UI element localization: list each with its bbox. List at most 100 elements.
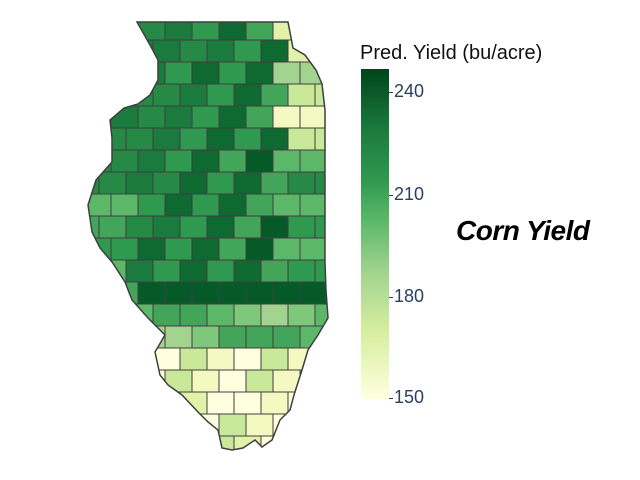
county-region <box>260 435 289 450</box>
county-region <box>98 83 127 107</box>
county-region <box>137 369 166 393</box>
county-region <box>233 127 262 151</box>
county-region <box>137 413 166 437</box>
county-region <box>218 149 247 173</box>
county-region <box>326 22 328 41</box>
county-region <box>218 237 247 261</box>
county-region <box>88 303 100 327</box>
county-region <box>326 413 328 437</box>
county-region <box>125 127 154 151</box>
county-region <box>179 215 208 239</box>
county-region <box>233 215 262 239</box>
county-region <box>299 149 328 173</box>
county-region <box>233 83 262 107</box>
county-region <box>152 259 181 283</box>
county-region <box>206 391 235 415</box>
county-region <box>272 413 301 437</box>
county-region <box>125 435 154 450</box>
county-region <box>88 369 112 393</box>
county-region <box>88 325 112 349</box>
county-region <box>326 369 328 393</box>
county-region <box>110 237 139 261</box>
county-region <box>179 39 208 63</box>
county-region <box>98 39 127 63</box>
county-region <box>260 127 289 151</box>
county-region <box>88 435 100 450</box>
county-region <box>191 105 220 129</box>
county-region <box>245 149 274 173</box>
county-region <box>245 413 274 437</box>
county-region <box>125 391 154 415</box>
county-region <box>206 303 235 327</box>
county-region <box>88 215 100 239</box>
county-region <box>88 391 100 415</box>
county-region <box>164 281 193 305</box>
county-region <box>179 347 208 371</box>
county-region <box>191 61 220 85</box>
county-region <box>314 215 328 239</box>
county-region <box>272 237 301 261</box>
county-region <box>110 325 139 349</box>
county-region <box>260 259 289 283</box>
county-region <box>137 281 166 305</box>
legend-title: Pred. Yield (bu/acre) <box>360 42 543 64</box>
county-region <box>191 413 220 437</box>
tick-label-180: 180 <box>394 286 425 306</box>
county-region <box>287 435 316 450</box>
county-region <box>299 22 328 41</box>
county-region <box>218 281 247 305</box>
county-region <box>326 193 328 217</box>
county-region <box>179 303 208 327</box>
county-region <box>260 215 289 239</box>
county-region <box>125 259 154 283</box>
county-region <box>110 149 139 173</box>
county-region <box>110 105 139 129</box>
county-region <box>125 303 154 327</box>
county-region <box>152 83 181 107</box>
county-region <box>218 105 247 129</box>
county-region <box>314 259 328 283</box>
county-region <box>191 369 220 393</box>
county-region <box>314 127 328 151</box>
county-region <box>206 215 235 239</box>
county-region <box>218 325 247 349</box>
county-region <box>287 303 316 327</box>
county-region <box>245 105 274 129</box>
county-region <box>98 215 127 239</box>
county-region <box>272 193 301 217</box>
county-region <box>260 171 289 195</box>
county-region <box>260 347 289 371</box>
county-region <box>164 325 193 349</box>
county-region <box>137 149 166 173</box>
county-region <box>88 127 100 151</box>
county-region <box>206 83 235 107</box>
county-region <box>191 237 220 261</box>
county-region <box>152 303 181 327</box>
county-region <box>272 281 301 305</box>
county-region <box>218 369 247 393</box>
county-region <box>191 149 220 173</box>
county-region <box>287 259 316 283</box>
county-region <box>287 171 316 195</box>
county-region <box>260 39 289 63</box>
county-region <box>152 127 181 151</box>
county-region <box>299 413 328 437</box>
county-region <box>164 61 193 85</box>
tick-mark-240 <box>389 92 393 93</box>
county-region <box>260 303 289 327</box>
tick-mark-180 <box>389 297 393 298</box>
county-region <box>137 61 166 85</box>
county-region <box>314 435 328 450</box>
county-region <box>206 127 235 151</box>
county-region <box>110 413 139 437</box>
county-region <box>314 39 328 63</box>
county-region <box>272 61 301 85</box>
county-region <box>191 281 220 305</box>
county-region <box>299 61 328 85</box>
county-region <box>179 171 208 195</box>
county-region <box>88 83 100 107</box>
county-region <box>164 105 193 129</box>
county-region <box>88 39 100 63</box>
county-region <box>245 61 274 85</box>
